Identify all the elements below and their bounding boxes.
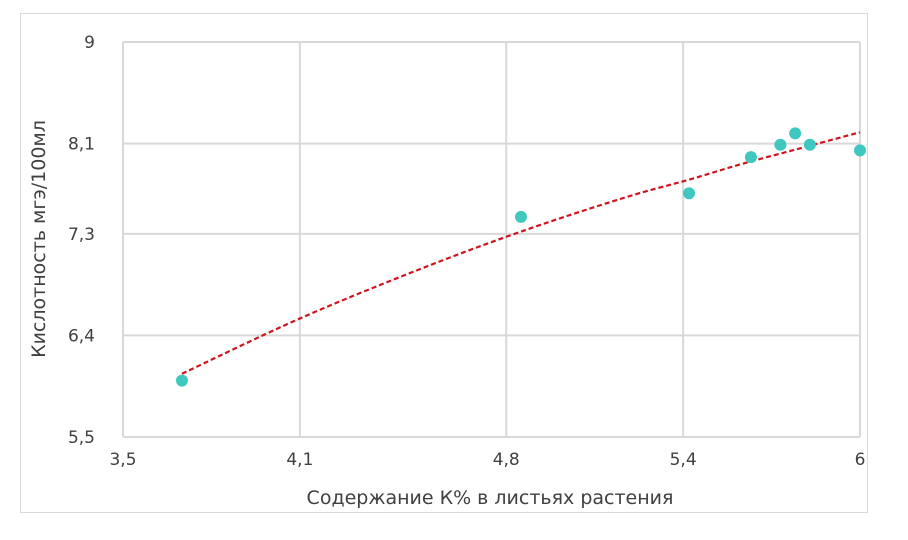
- trendline: [181, 131, 861, 375]
- y-axis-title: Кислотность мгэ/100мл: [28, 120, 50, 358]
- data-point: [744, 151, 757, 164]
- grid-layer: [122, 41, 861, 438]
- points-layer: [175, 127, 866, 387]
- y-tick-label: 9: [84, 33, 95, 53]
- x-axis-title: Содержание К% в листьях растения: [307, 487, 674, 509]
- x-tick-label: 4,1: [286, 450, 313, 470]
- data-point: [789, 127, 802, 140]
- chart-frame: [20, 13, 868, 513]
- x-tick-label: 3,5: [109, 450, 136, 470]
- y-tick-label: 5,5: [68, 428, 95, 448]
- x-tick-label: 4,8: [493, 450, 520, 470]
- data-point: [514, 210, 527, 223]
- trend-layer: [181, 131, 861, 375]
- y-tick-labels: 5,5 6,4 7,3 8,1 9: [68, 33, 95, 448]
- y-tick-label: 8,1: [68, 135, 95, 155]
- y-tick-label: 6,4: [68, 326, 95, 346]
- x-tick-label: 6: [855, 450, 866, 470]
- y-tick-label: 7,3: [68, 225, 95, 245]
- data-point: [854, 144, 866, 157]
- x-tick-labels: 3,5 4,1 4,8 5,4 6: [109, 450, 865, 470]
- x-tick-label: 5,4: [670, 450, 697, 470]
- data-point: [175, 374, 188, 387]
- data-point: [774, 138, 787, 151]
- data-point: [683, 187, 696, 200]
- data-point: [803, 138, 816, 151]
